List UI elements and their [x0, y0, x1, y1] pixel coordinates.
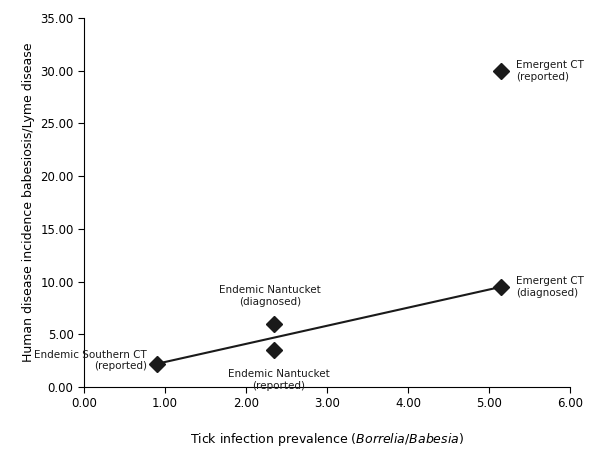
Text: Tick infection prevalence ($\it{Borrelia}$/$\it{Babesia}$): Tick infection prevalence ($\it{Borrelia… [190, 431, 464, 448]
Y-axis label: Human disease incidence babesiosis/Lyme disease: Human disease incidence babesiosis/Lyme … [22, 43, 35, 362]
Text: Emergent CT
(diagnosed): Emergent CT (diagnosed) [516, 276, 584, 297]
Text: Endemic Nantucket
(diagnosed): Endemic Nantucket (diagnosed) [220, 285, 321, 307]
Text: Endemic Southern CT
(reported): Endemic Southern CT (reported) [34, 350, 147, 371]
Text: Emergent CT
(reported): Emergent CT (reported) [516, 60, 584, 81]
Text: Endemic Nantucket
(reported): Endemic Nantucket (reported) [227, 369, 329, 391]
